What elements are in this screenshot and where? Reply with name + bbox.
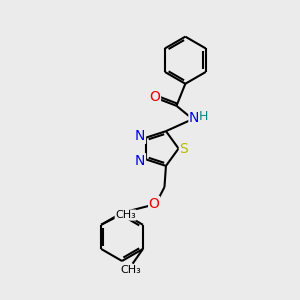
Text: H: H: [199, 110, 208, 123]
Text: N: N: [135, 129, 146, 143]
Text: O: O: [149, 196, 160, 211]
Text: N: N: [189, 111, 200, 124]
Text: CH₃: CH₃: [115, 210, 136, 220]
Text: S: S: [179, 142, 188, 155]
Text: N: N: [135, 154, 146, 168]
Text: CH₃: CH₃: [121, 265, 142, 275]
Text: O: O: [150, 90, 160, 104]
